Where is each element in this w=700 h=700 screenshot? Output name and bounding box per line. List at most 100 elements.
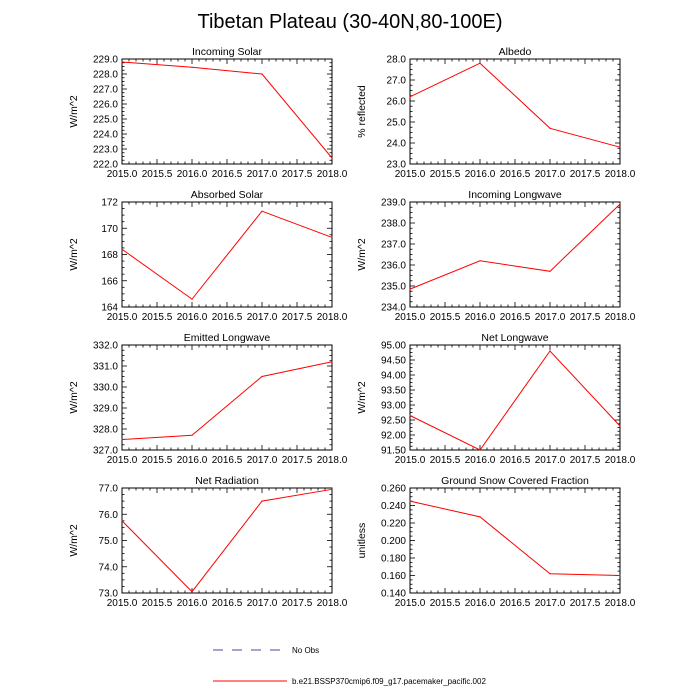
series-line-incoming-longwave — [409, 203, 621, 290]
y-tick-label: 0.220 — [381, 519, 406, 530]
y-axis-label: W/m^2 — [68, 95, 80, 128]
y-tick-label: 0.260 — [381, 484, 406, 495]
x-tick-label: 2017.5 — [282, 312, 313, 323]
y-tick-label: 327.0 — [93, 446, 118, 457]
x-tick-label: 2015.5 — [430, 598, 461, 609]
y-tick-label: 236.0 — [381, 261, 406, 272]
panel-title: Net Radiation — [195, 475, 259, 487]
y-tick-label: 223.0 — [93, 145, 118, 156]
y-tick-label: 0.240 — [381, 501, 406, 512]
x-tick-label: 2018.0 — [317, 455, 348, 466]
x-tick-label: 2018.0 — [605, 169, 636, 180]
y-tick-label: 92.50 — [381, 416, 406, 427]
y-tick-label: 27.0 — [387, 76, 407, 87]
data-point — [619, 425, 621, 427]
y-tick-label: 95.00 — [381, 341, 406, 352]
panel-title: Net Longwave — [481, 332, 548, 344]
series-line-incoming-solar — [121, 61, 333, 159]
data-point — [121, 61, 123, 63]
x-tick-label: 2017.0 — [247, 169, 278, 180]
y-tick-label: 24.0 — [387, 139, 407, 150]
y-tick-label: 225.0 — [93, 115, 118, 126]
x-tick-label: 2018.0 — [605, 598, 636, 609]
y-tick-label: 239.0 — [381, 198, 406, 209]
y-tick-label: 170 — [101, 224, 118, 235]
x-tick-label: 2017.0 — [247, 312, 278, 323]
data-point — [191, 591, 193, 593]
x-tick-label: 2015.5 — [142, 312, 173, 323]
x-tick-label: 2015.5 — [430, 455, 461, 466]
series-line-ground-snow-covered-fraction — [409, 500, 621, 576]
x-tick-label: 2015.0 — [395, 455, 426, 466]
y-tick-label: 75.0 — [99, 536, 119, 547]
y-tick-label: 229.0 — [93, 55, 118, 66]
data-point — [479, 62, 481, 64]
data-point — [479, 516, 481, 518]
y-axis-label: W/m^2 — [68, 381, 80, 414]
x-tick-label: 2016.5 — [212, 455, 243, 466]
data-point — [549, 573, 551, 575]
data-point — [409, 500, 411, 502]
data-point — [331, 488, 333, 490]
x-tick-label: 2016.5 — [212, 312, 243, 323]
data-point — [191, 66, 193, 68]
y-tick-label: 237.0 — [381, 240, 406, 251]
y-tick-label: 328.0 — [93, 425, 118, 436]
y-tick-label: 224.0 — [93, 130, 118, 141]
x-tick-label: 2016.0 — [177, 455, 208, 466]
y-tick-label: 235.0 — [381, 282, 406, 293]
data-point — [619, 203, 621, 205]
y-tick-label: 331.0 — [93, 362, 118, 373]
panel-title: Albedo — [499, 46, 532, 58]
x-tick-label: 2017.5 — [282, 169, 313, 180]
x-tick-label: 2017.0 — [535, 169, 566, 180]
x-tick-label: 2018.0 — [317, 169, 348, 180]
x-tick-label: 2017.5 — [570, 455, 601, 466]
y-tick-label: 172 — [101, 198, 118, 209]
x-tick-label: 2015.0 — [395, 312, 426, 323]
y-tick-label: 23.0 — [387, 160, 407, 171]
panel-title: Incoming Solar — [192, 46, 263, 58]
x-tick-label: 2015.5 — [142, 455, 173, 466]
x-tick-label: 2018.0 — [605, 312, 636, 323]
x-tick-label: 2016.0 — [177, 598, 208, 609]
x-tick-label: 2017.0 — [247, 455, 278, 466]
y-tick-label: 166 — [101, 276, 118, 287]
data-point — [619, 146, 621, 148]
x-tick-label: 2017.0 — [535, 312, 566, 323]
panel-absorbed-solar: Absorbed Solar 2015.0 2015.5 2016.0 2016.5 20… — [68, 189, 348, 323]
x-tick-label: 2016.5 — [212, 598, 243, 609]
data-point — [409, 288, 411, 290]
x-tick-label: 2015.0 — [107, 455, 138, 466]
panel-ground-snow-covered-fraction: Ground Snow Covered Fraction 2015.0 2015.5… — [356, 475, 636, 609]
panel-net-longwave: Net Longwave 2015.0 2015.5 2016.0 2016.5 2017… — [356, 332, 636, 466]
x-tick-label: 2015.5 — [142, 169, 173, 180]
y-tick-label: 222.0 — [93, 160, 118, 171]
x-tick-label: 2016.0 — [177, 169, 208, 180]
data-point — [191, 298, 193, 300]
data-point — [191, 434, 193, 436]
data-point — [549, 270, 551, 272]
x-tick-label: 2017.5 — [282, 598, 313, 609]
x-tick-label: 2015.0 — [395, 598, 426, 609]
data-point — [261, 73, 263, 75]
panel-emitted-longwave: Emitted Longwave 2015.0 2015.5 2016.0 2016.5… — [68, 332, 348, 466]
y-tick-label: 332.0 — [93, 341, 118, 352]
x-tick-label: 2018.0 — [605, 455, 636, 466]
data-point — [479, 260, 481, 262]
y-tick-label: 93.50 — [381, 386, 406, 397]
x-tick-label: 2016.5 — [500, 598, 531, 609]
panel-incoming-longwave: Incoming Longwave 2015.0 2015.5 2016.0 2016.… — [356, 189, 636, 323]
y-tick-label: 73.0 — [99, 589, 119, 600]
x-tick-label: 2015.0 — [395, 169, 426, 180]
y-tick-label: 0.200 — [381, 536, 406, 547]
panel-albedo: Albedo 2015.0 2015.5 2016.0 2016.5 2017.0 2017… — [356, 46, 636, 180]
data-point — [121, 248, 123, 250]
y-tick-label: 329.0 — [93, 404, 118, 415]
y-tick-label: 26.0 — [387, 97, 407, 108]
y-tick-label: 164 — [101, 303, 118, 314]
series-line-albedo — [409, 62, 621, 148]
figure-title: Tibetan Plateau (30-40N,80-100E) — [198, 11, 503, 33]
